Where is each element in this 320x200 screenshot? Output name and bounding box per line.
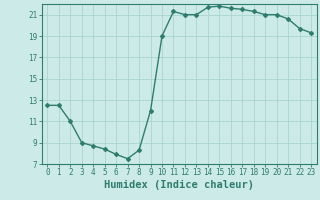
X-axis label: Humidex (Indice chaleur): Humidex (Indice chaleur)	[104, 180, 254, 190]
